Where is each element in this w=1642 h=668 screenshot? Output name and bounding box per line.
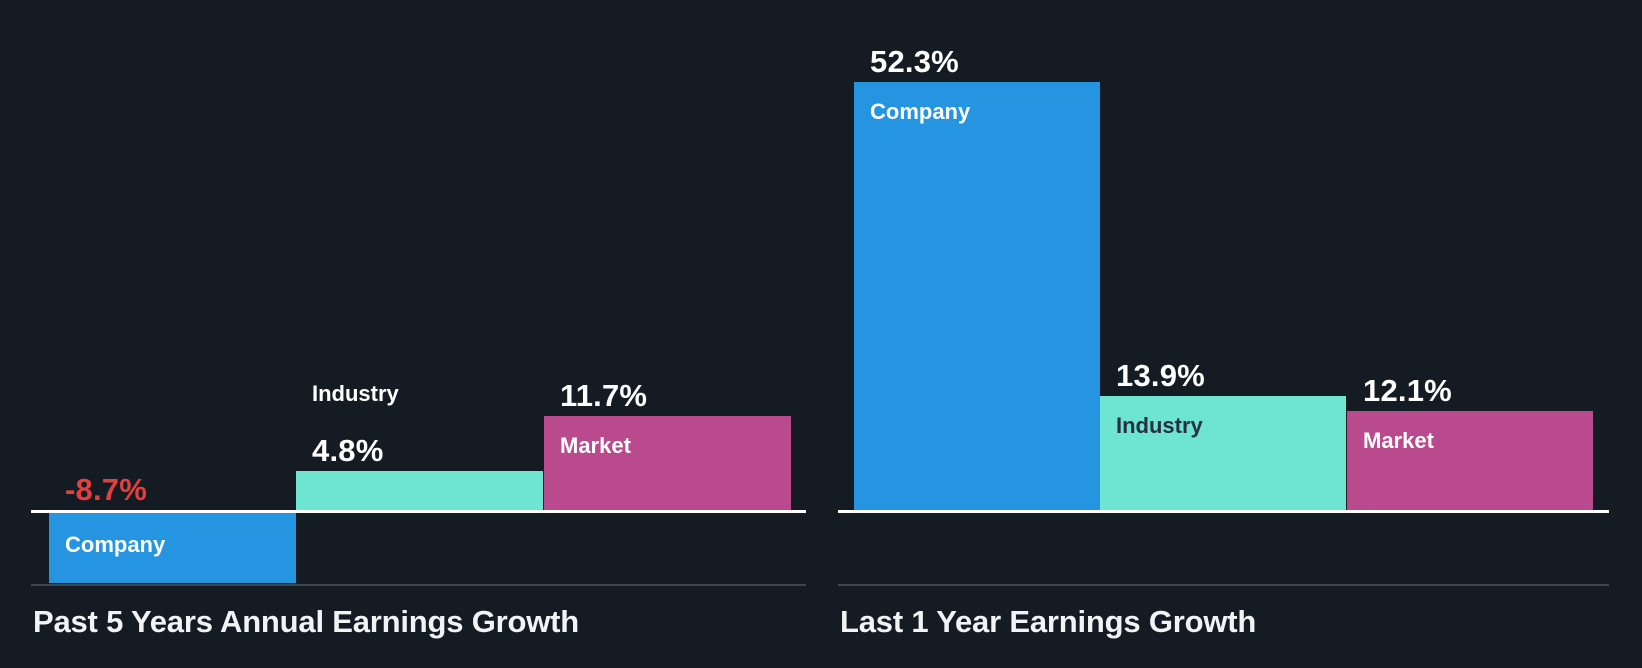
zero-axis-line bbox=[838, 510, 1609, 513]
chart-plot-last-1-year: 52.3% Company 13.9% Industry 12.1% Market bbox=[838, 0, 1609, 668]
bar-category-label: Company bbox=[870, 99, 971, 124]
chart-bottom-border bbox=[838, 584, 1609, 586]
chart-bottom-border bbox=[31, 584, 806, 586]
bar-company bbox=[854, 82, 1100, 510]
bar-category-label: Market bbox=[1363, 428, 1434, 453]
zero-axis-line bbox=[31, 510, 806, 513]
chart-last-1-year-earnings-growth: 52.3% Company 13.9% Industry 12.1% Market Las… bbox=[838, 0, 1609, 668]
bar-market bbox=[1347, 411, 1593, 510]
bar-value-label: 13.9% bbox=[1116, 358, 1205, 393]
chart-title: Past 5 Years Annual Earnings Growth bbox=[33, 604, 580, 639]
bar-category-label: Industry bbox=[1116, 413, 1203, 438]
bar-value-label: 4.8% bbox=[312, 433, 384, 468]
bar-value-label: 12.1% bbox=[1363, 373, 1452, 408]
bar-category-label: Company bbox=[65, 532, 166, 557]
chart-plot-past-5-years: -8.7% Company 4.8% Industry 11.7% Market bbox=[31, 0, 806, 668]
bar-industry bbox=[1100, 396, 1346, 510]
bar-value-label: 11.7% bbox=[560, 378, 648, 413]
bar-category-label: Industry bbox=[312, 381, 399, 406]
bar-value-label: 52.3% bbox=[870, 44, 959, 79]
chart-title: Last 1 Year Earnings Growth bbox=[840, 604, 1257, 639]
bar-industry bbox=[296, 471, 543, 510]
bar-category-label: Market bbox=[560, 433, 631, 458]
chart-past-5-years-earnings-growth: -8.7% Company 4.8% Industry 11.7% Market Past… bbox=[31, 0, 806, 668]
bar-market bbox=[544, 416, 791, 510]
bar-company bbox=[49, 513, 296, 583]
bar-value-label: -8.7% bbox=[65, 472, 147, 507]
